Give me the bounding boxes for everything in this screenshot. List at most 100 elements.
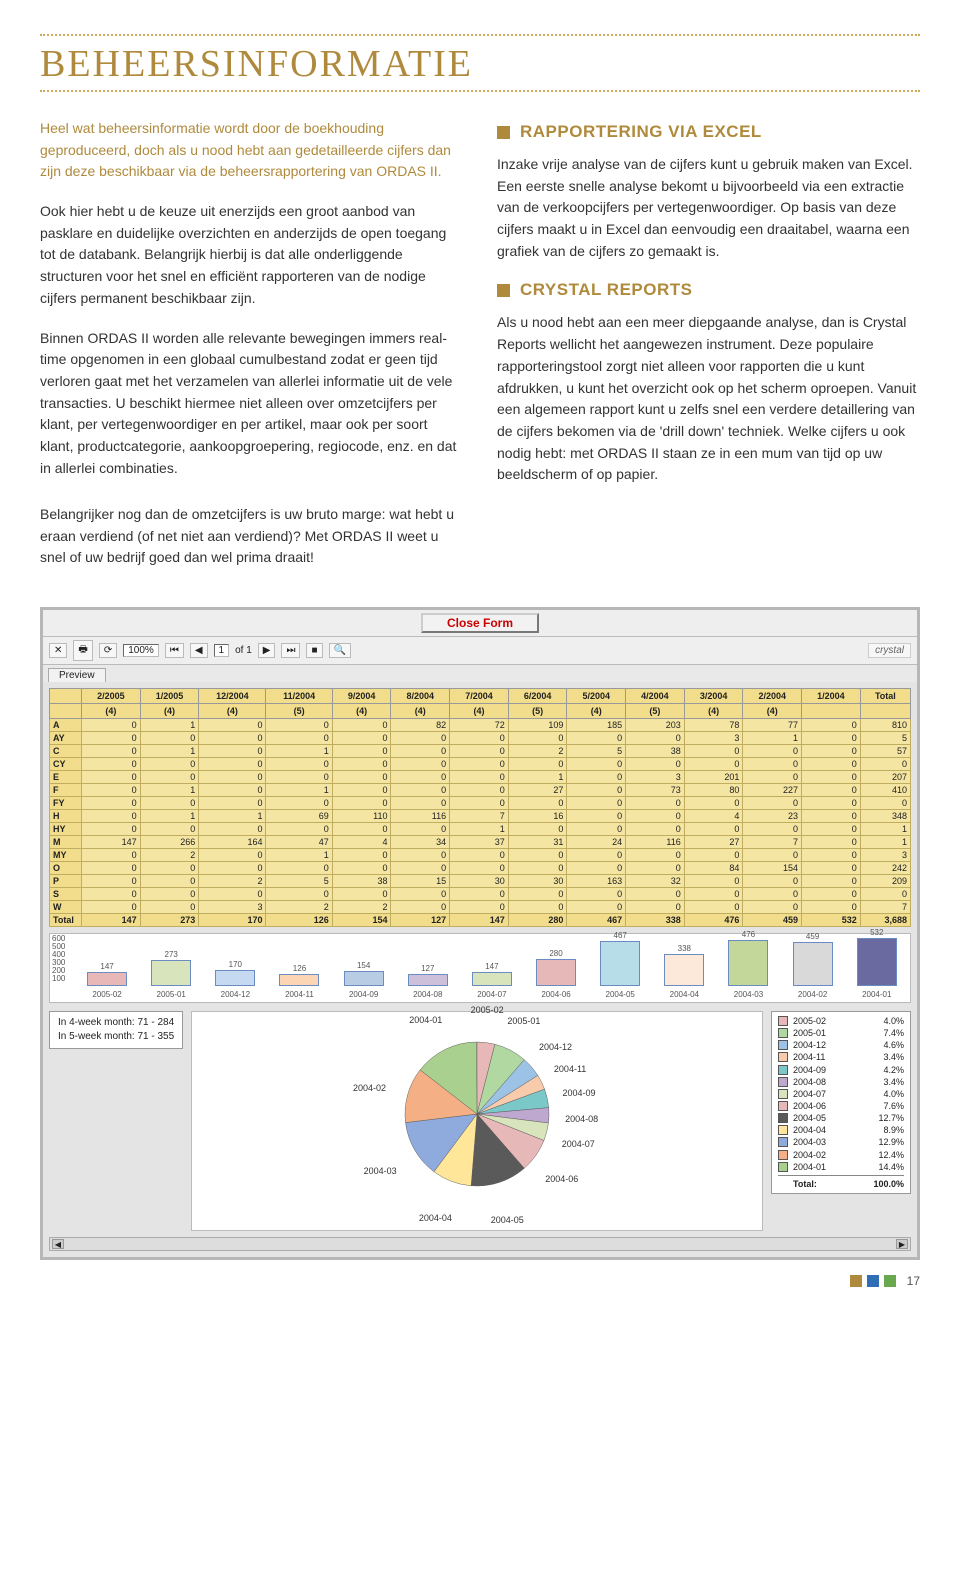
- page-number-field[interactable]: 1: [214, 644, 230, 657]
- table-cell: 0: [508, 758, 567, 771]
- table-cell: 2: [266, 901, 332, 914]
- table-cell: 0: [567, 849, 626, 862]
- preview-tab[interactable]: Preview: [48, 668, 106, 682]
- scroll-right-icon[interactable]: ▶: [896, 1239, 908, 1249]
- bar-x-label: 2005-01: [146, 990, 196, 999]
- stop-icon[interactable]: ■: [306, 643, 322, 658]
- title-underline: [40, 90, 920, 92]
- pie-slice-label: 2004-12: [539, 1042, 572, 1052]
- total-cell: 273: [140, 914, 199, 927]
- table-cell: 0: [743, 849, 802, 862]
- table-cell: 203: [626, 719, 685, 732]
- table-cell: 0: [860, 797, 910, 810]
- legend-label: 2004-01: [793, 1161, 826, 1173]
- table-row: A01000827210918520378770810: [50, 719, 911, 732]
- bar-value: 126: [280, 964, 318, 973]
- legend-swatch-icon: [778, 1040, 788, 1050]
- legend-label: 2004-04: [793, 1124, 826, 1136]
- close-form-button[interactable]: Close Form: [421, 613, 539, 633]
- table-cell: 0: [802, 719, 861, 732]
- legend-label: 2004-03: [793, 1136, 826, 1148]
- table-row: C0101000253800057: [50, 745, 911, 758]
- table-cell: 0: [567, 888, 626, 901]
- left-column: Heel wat beheersinformatie wordt door de…: [40, 118, 463, 504]
- bar-value: 170: [216, 960, 254, 969]
- table-cell: 0: [567, 771, 626, 784]
- table-cell: 0: [332, 797, 391, 810]
- close-icon[interactable]: ✕: [49, 643, 67, 658]
- legend-percent: 4.6%: [883, 1039, 904, 1051]
- legend-percent: 7.4%: [883, 1027, 904, 1039]
- crystal-report-screenshot: Close Form ✕ 🖶 ⟳ 100% ⏮ ◀ 1 of 1 ▶ ⏭ ■ 🔍…: [40, 607, 920, 1260]
- table-cell: 0: [567, 784, 626, 797]
- pie-slice-label: 2005-02: [471, 1005, 504, 1015]
- section-header-crystal: CRYSTAL REPORTS: [497, 280, 920, 300]
- bar: 4762004-03: [728, 940, 768, 986]
- bar-x-label: 2004-11: [274, 990, 324, 999]
- table-cell: 0: [860, 888, 910, 901]
- legend-percent: 4.2%: [883, 1064, 904, 1076]
- table-cell: 0: [626, 888, 685, 901]
- table-cell: 209: [860, 875, 910, 888]
- month-header: 8/2004: [391, 689, 450, 704]
- week-count-header: (4): [391, 704, 450, 719]
- scroll-left-icon[interactable]: ◀: [52, 1239, 64, 1249]
- bar: 1472004-07: [472, 972, 512, 986]
- legend-item: 2004-067.6%: [778, 1100, 904, 1112]
- legend-item: 2004-0114.4%: [778, 1161, 904, 1173]
- square-bullet-icon: [497, 126, 510, 139]
- table-cell: 38: [626, 745, 685, 758]
- month-header: 6/2004: [508, 689, 567, 704]
- table-cell: 0: [199, 849, 266, 862]
- table-cell: 0: [802, 771, 861, 784]
- table-cell: 57: [860, 745, 910, 758]
- table-cell: 0: [82, 797, 141, 810]
- table-cell: 2: [508, 745, 567, 758]
- pie-slice-label: 2004-01: [409, 1015, 442, 1025]
- table-cell: 1: [860, 836, 910, 849]
- table-cell: 410: [860, 784, 910, 797]
- table-cell: 0: [391, 862, 450, 875]
- table-cell: 0: [391, 771, 450, 784]
- last-page-icon[interactable]: ⏭: [281, 643, 300, 658]
- table-cell: 242: [860, 862, 910, 875]
- table-cell: 32: [626, 875, 685, 888]
- refresh-icon[interactable]: ⟳: [99, 643, 117, 658]
- table-cell: 0: [391, 901, 450, 914]
- table-cell: 348: [860, 810, 910, 823]
- bar: 1702004-12: [215, 970, 255, 986]
- prev-page-icon[interactable]: ◀: [190, 643, 208, 658]
- table-cell: 0: [626, 862, 685, 875]
- table-cell: 266: [140, 836, 199, 849]
- bar-value: 127: [409, 964, 447, 973]
- horizontal-scrollbar[interactable]: ◀ ▶: [49, 1237, 911, 1251]
- zoom-field[interactable]: 100%: [123, 644, 159, 657]
- legend-label: 2004-07: [793, 1088, 826, 1100]
- table-cell: 1: [743, 732, 802, 745]
- table-cell: 73: [626, 784, 685, 797]
- table-cell: 3: [684, 732, 743, 745]
- print-icon[interactable]: 🖶: [73, 640, 92, 661]
- table-cell: 163: [567, 875, 626, 888]
- y-axis-label: 100: [52, 974, 65, 983]
- legend-percent: 3.4%: [883, 1076, 904, 1088]
- bar: 2732005-01: [151, 960, 191, 986]
- table-cell: 0: [332, 849, 391, 862]
- bar-value: 459: [794, 932, 832, 941]
- total-cell: 126: [266, 914, 332, 927]
- table-cell: 0: [802, 810, 861, 823]
- next-page-icon[interactable]: ▶: [258, 643, 276, 658]
- month-header: 2/2005: [82, 689, 141, 704]
- table-cell: 0: [567, 901, 626, 914]
- bar-value: 147: [88, 962, 126, 971]
- legend-percent: 12.7%: [878, 1112, 904, 1124]
- bar-chart: 600500400300200100 1472005-022732005-011…: [49, 933, 911, 1003]
- first-page-icon[interactable]: ⏮: [165, 643, 184, 658]
- search-icon[interactable]: 🔍: [329, 643, 351, 658]
- table-cell: 201: [684, 771, 743, 784]
- table-cell: 3: [626, 771, 685, 784]
- month-header: 7/2004: [450, 689, 509, 704]
- legend-label: 2004-06: [793, 1100, 826, 1112]
- table-cell: 0: [802, 888, 861, 901]
- table-row: M1472661644743437312411627701: [50, 836, 911, 849]
